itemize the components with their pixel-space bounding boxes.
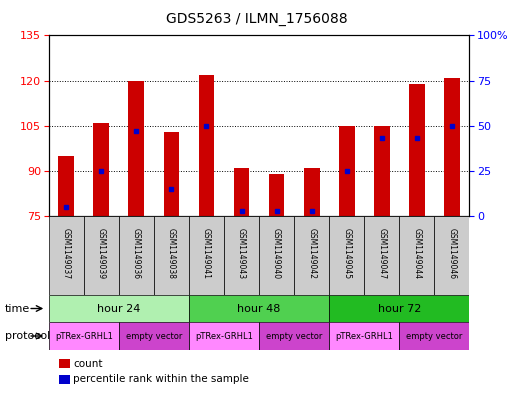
- Bar: [233, 168, 249, 216]
- Text: GDS5263 / ILMN_1756088: GDS5263 / ILMN_1756088: [166, 11, 347, 26]
- Text: GSM1149047: GSM1149047: [377, 228, 386, 279]
- Bar: [259, 216, 294, 295]
- Text: GSM1149041: GSM1149041: [202, 228, 211, 279]
- Bar: [399, 216, 435, 295]
- Bar: [128, 81, 144, 216]
- Text: GSM1149043: GSM1149043: [237, 228, 246, 279]
- Text: hour 72: hour 72: [378, 303, 421, 314]
- Text: GSM1149042: GSM1149042: [307, 228, 316, 279]
- Text: hour 48: hour 48: [238, 303, 281, 314]
- Bar: [119, 322, 189, 350]
- Bar: [49, 216, 84, 295]
- Bar: [93, 123, 109, 216]
- Text: percentile rank within the sample: percentile rank within the sample: [73, 374, 249, 384]
- Bar: [399, 322, 469, 350]
- Bar: [259, 322, 329, 350]
- Bar: [374, 126, 390, 216]
- Bar: [199, 75, 214, 216]
- Bar: [444, 77, 460, 216]
- Text: GSM1149036: GSM1149036: [132, 228, 141, 279]
- Text: empty vector: empty vector: [126, 332, 182, 340]
- Bar: [269, 174, 285, 216]
- Bar: [154, 216, 189, 295]
- Text: GSM1149045: GSM1149045: [342, 228, 351, 279]
- Bar: [224, 216, 259, 295]
- Bar: [329, 295, 469, 322]
- Bar: [294, 216, 329, 295]
- Bar: [164, 132, 180, 216]
- Text: empty vector: empty vector: [406, 332, 463, 340]
- Bar: [49, 322, 119, 350]
- Bar: [84, 216, 119, 295]
- Bar: [339, 126, 354, 216]
- Text: GSM1149038: GSM1149038: [167, 228, 176, 279]
- Bar: [58, 156, 74, 216]
- Bar: [304, 168, 320, 216]
- Text: time: time: [5, 303, 30, 314]
- Bar: [189, 295, 329, 322]
- Bar: [364, 216, 399, 295]
- Bar: [329, 216, 364, 295]
- Bar: [329, 322, 399, 350]
- Bar: [59, 359, 70, 368]
- Text: GSM1149046: GSM1149046: [447, 228, 457, 279]
- Text: count: count: [73, 358, 103, 369]
- Bar: [189, 322, 259, 350]
- Text: protocol: protocol: [5, 331, 50, 341]
- Bar: [435, 216, 469, 295]
- Text: hour 24: hour 24: [97, 303, 141, 314]
- Bar: [119, 216, 154, 295]
- Text: pTRex-GRHL1: pTRex-GRHL1: [55, 332, 113, 340]
- Bar: [59, 375, 70, 384]
- Text: GSM1149040: GSM1149040: [272, 228, 281, 279]
- Text: GSM1149037: GSM1149037: [62, 228, 71, 279]
- Text: GSM1149044: GSM1149044: [412, 228, 421, 279]
- Text: pTRex-GRHL1: pTRex-GRHL1: [336, 332, 393, 340]
- Text: empty vector: empty vector: [266, 332, 322, 340]
- Text: pTRex-GRHL1: pTRex-GRHL1: [195, 332, 253, 340]
- Text: GSM1149039: GSM1149039: [97, 228, 106, 279]
- Bar: [189, 216, 224, 295]
- Bar: [49, 295, 189, 322]
- Bar: [409, 84, 425, 216]
